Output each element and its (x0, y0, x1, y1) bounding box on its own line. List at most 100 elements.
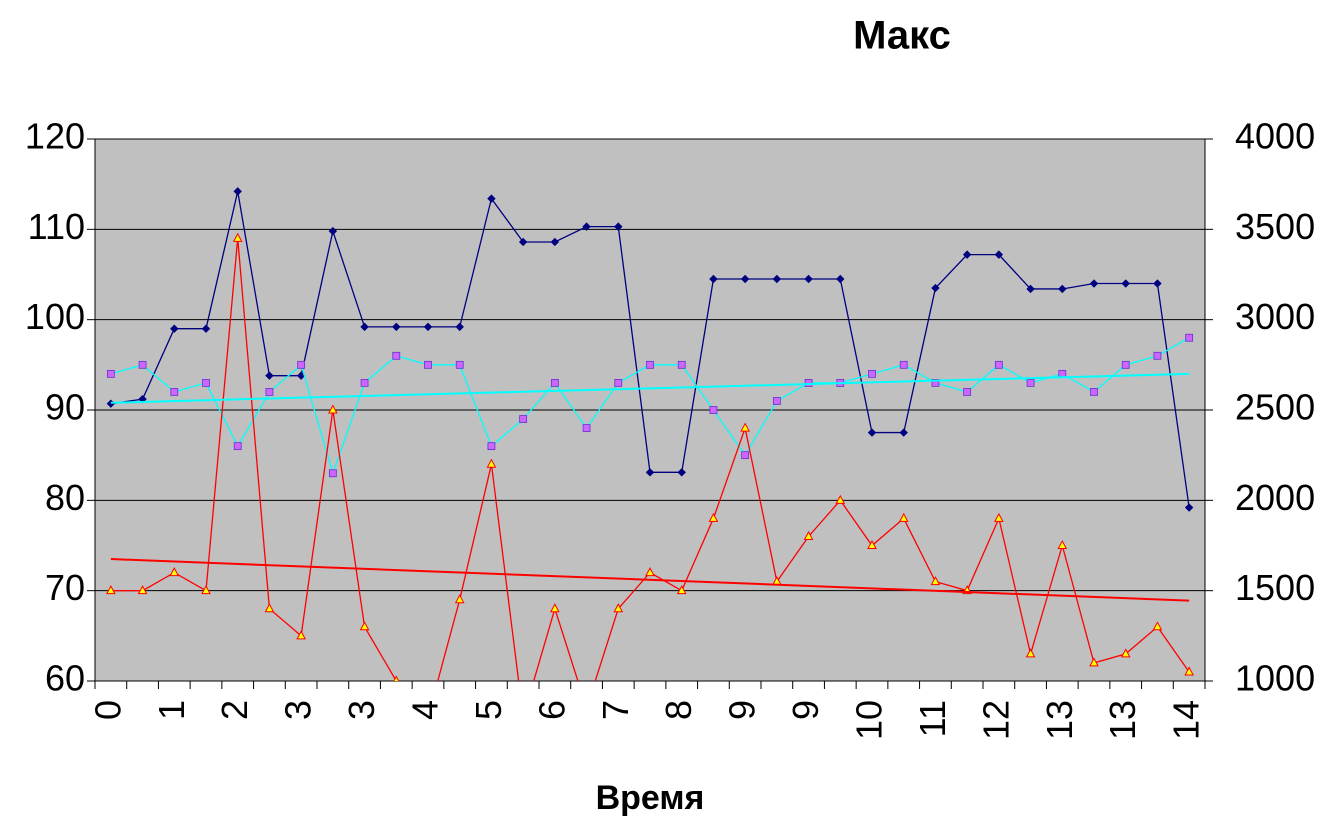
marker (232, 232, 243, 242)
y-tick-label: 110 (28, 206, 85, 247)
marker (455, 360, 464, 369)
marker (614, 378, 623, 387)
marker (393, 675, 400, 681)
marker (455, 322, 464, 332)
trend-line (110, 372, 1190, 404)
marker (265, 371, 274, 380)
marker (899, 360, 908, 369)
marker (487, 194, 496, 203)
marker (170, 388, 179, 396)
marker (836, 274, 845, 284)
marker (487, 442, 496, 451)
marker (963, 388, 972, 396)
x-tick-label: 12 (975, 700, 1016, 740)
marker (583, 704, 591, 712)
marker (106, 585, 116, 595)
marker (740, 422, 750, 432)
marker (868, 369, 876, 378)
marker (645, 468, 655, 477)
x-tick-label: 11 (912, 700, 953, 737)
plot-content (106, 187, 1194, 721)
x-tick-label: 5 (468, 700, 509, 720)
marker (201, 585, 211, 595)
marker (930, 576, 941, 586)
marker (867, 539, 877, 549)
y2-tick-label: 3500 (1235, 206, 1315, 247)
marker (582, 222, 591, 231)
marker (297, 360, 306, 369)
marker (1090, 388, 1098, 396)
marker (582, 424, 591, 432)
y-tick-label: 60 (45, 658, 85, 699)
marker (1185, 333, 1194, 342)
marker (519, 415, 528, 423)
marker (392, 351, 401, 360)
x-tick-label: 13 (1039, 700, 1080, 740)
marker (645, 567, 655, 577)
marker (359, 621, 370, 631)
marker (1026, 378, 1035, 387)
chart-title: Макс (853, 14, 951, 58)
x-tick-label: 4 (405, 700, 446, 720)
marker (360, 322, 369, 332)
marker (265, 388, 274, 396)
marker (392, 322, 401, 332)
marker (1089, 657, 1099, 667)
trend-line (110, 558, 1190, 602)
marker (804, 378, 813, 387)
marker (137, 585, 148, 595)
marker (677, 360, 686, 369)
marker (1026, 284, 1035, 294)
marker (1121, 360, 1130, 369)
marker (328, 469, 337, 478)
marker (835, 494, 846, 504)
marker (550, 603, 560, 613)
marker (899, 428, 908, 437)
x-tick-label: 0 (87, 700, 128, 720)
marker (1120, 648, 1131, 658)
marker (613, 603, 624, 613)
y-tick-label: 90 (45, 387, 85, 428)
marker (898, 512, 909, 522)
marker (676, 585, 687, 595)
x-tick-label: 9 (722, 700, 763, 720)
marker (518, 237, 528, 247)
marker (550, 378, 559, 387)
marker (1057, 539, 1068, 549)
marker (328, 226, 338, 236)
marker (296, 630, 306, 640)
marker (867, 428, 877, 437)
y2-tick-label: 2000 (1235, 477, 1315, 518)
marker (962, 250, 972, 259)
marker (202, 378, 210, 387)
marker (519, 713, 527, 721)
marker (328, 404, 338, 414)
marker (1153, 351, 1162, 360)
marker (169, 567, 180, 577)
y-tick-label: 120 (25, 116, 85, 157)
x-tick-label: 7 (595, 700, 636, 720)
marker (994, 360, 1003, 369)
marker (360, 378, 369, 387)
marker (931, 283, 940, 293)
y2-tick-label: 3000 (1235, 296, 1315, 337)
marker (170, 324, 179, 333)
marker (708, 512, 719, 522)
x-tick-label: 3 (341, 700, 382, 720)
marker (740, 274, 750, 284)
y2-tick-label: 1000 (1235, 658, 1315, 699)
x-tick-label: 14 (1166, 700, 1207, 740)
marker (994, 512, 1004, 522)
marker (772, 274, 782, 284)
marker (1121, 279, 1130, 288)
marker (424, 360, 432, 369)
marker (264, 603, 275, 613)
marker (931, 378, 940, 387)
marker (709, 274, 718, 284)
marker (709, 406, 718, 414)
marker (423, 322, 433, 332)
marker (233, 187, 242, 196)
marker (550, 237, 560, 247)
y-tick-label: 100 (25, 296, 85, 337)
